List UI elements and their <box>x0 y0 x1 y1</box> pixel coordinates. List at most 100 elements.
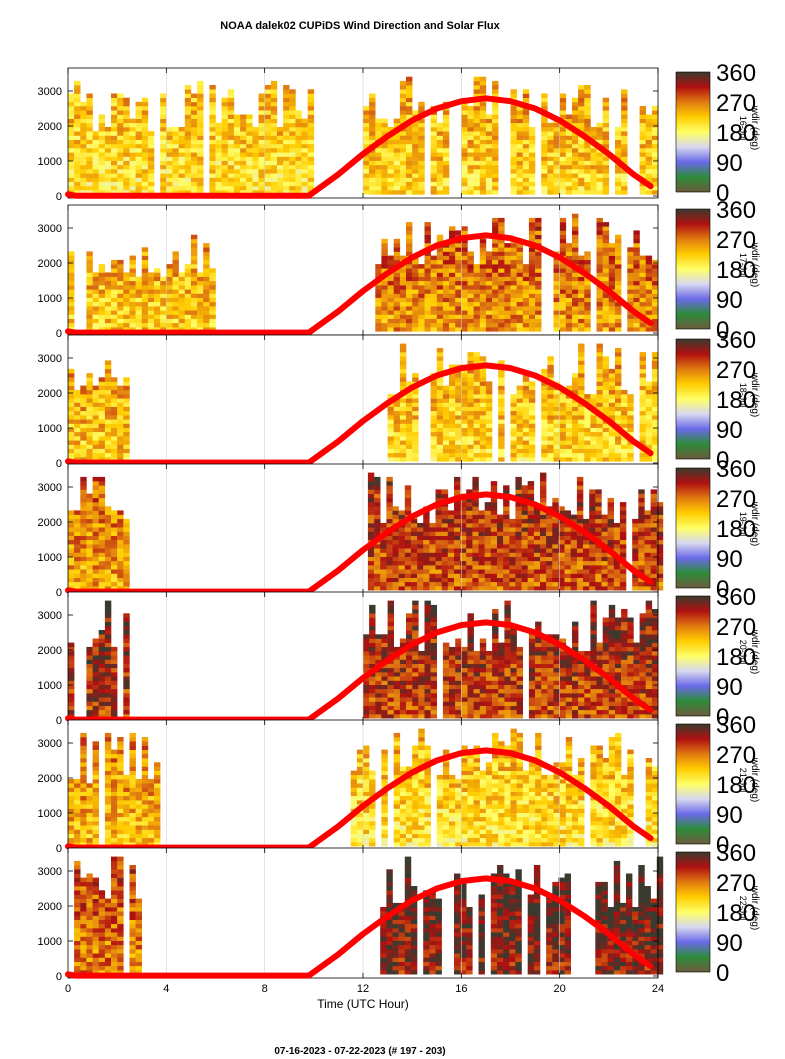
heatmap-cell <box>541 106 548 111</box>
heatmap-cell <box>295 169 302 174</box>
heatmap-cell <box>111 427 118 433</box>
heatmap-cell <box>412 293 419 298</box>
heatmap-cell <box>546 535 553 541</box>
heatmap-cell <box>479 185 487 191</box>
heatmap-cell <box>74 118 81 124</box>
heatmap-cell <box>380 539 387 545</box>
heatmap-cell <box>528 169 536 174</box>
heatmap-cell <box>190 264 198 269</box>
heatmap-cell <box>639 381 646 386</box>
heatmap-cell <box>104 314 112 319</box>
heatmap-cell <box>374 485 381 490</box>
heatmap-cell <box>535 318 542 324</box>
heatmap-cell <box>460 539 467 545</box>
heatmap-cell <box>289 97 296 103</box>
heatmap-cell <box>572 427 579 433</box>
heatmap-cell <box>547 410 554 416</box>
heatmap-cell <box>516 148 523 153</box>
heatmap-cell <box>215 177 222 182</box>
heatmap-cell <box>393 177 401 182</box>
heatmap-cell <box>528 255 536 261</box>
heatmap-cell <box>608 452 616 458</box>
heatmap-cell <box>521 539 528 545</box>
heatmap-cell <box>492 181 499 187</box>
heatmap-cell <box>369 122 376 128</box>
heatmap-cell <box>516 122 523 128</box>
heatmap-cell <box>404 527 412 532</box>
heatmap-cell <box>467 156 474 161</box>
heatmap-cell <box>504 285 511 290</box>
heatmap-cell <box>117 318 124 324</box>
heatmap-cell <box>111 410 118 416</box>
heatmap-cell <box>289 131 296 136</box>
heatmap-cell <box>104 173 112 178</box>
heatmap-cell <box>516 285 523 290</box>
heatmap-cell <box>209 131 216 136</box>
heatmap-cell <box>492 276 499 282</box>
heatmap-cell <box>547 160 554 166</box>
heatmap-cell <box>190 101 198 107</box>
heatmap-cell <box>565 173 573 178</box>
heatmap-cell <box>541 148 548 153</box>
heatmap-cell <box>572 293 579 298</box>
heatmap-cell <box>436 415 444 420</box>
heatmap-cell <box>602 243 610 248</box>
heatmap-cell <box>387 152 394 157</box>
heatmap-cell <box>86 318 93 324</box>
heatmap-cell <box>633 322 640 328</box>
heatmap-cell <box>522 452 530 458</box>
heatmap-cell <box>442 185 450 191</box>
heatmap-cell <box>460 548 467 553</box>
heatmap-cell <box>472 523 479 528</box>
heatmap-cell <box>447 586 455 591</box>
heatmap-cell <box>521 577 528 583</box>
heatmap-cell <box>584 297 591 303</box>
heatmap-cell <box>467 448 474 454</box>
heatmap-cell <box>651 276 659 282</box>
heatmap-cell <box>68 152 75 157</box>
heatmap-cell <box>578 373 585 378</box>
heatmap-cell <box>399 306 407 311</box>
heatmap-cell <box>515 535 522 541</box>
heatmap-cell <box>184 135 192 140</box>
heatmap-cell <box>423 514 430 520</box>
heatmap-cell <box>498 373 505 378</box>
heatmap-cell <box>406 230 413 235</box>
heatmap-cell <box>117 181 124 187</box>
heatmap-cell <box>367 560 375 566</box>
heatmap-cell <box>418 160 425 166</box>
heatmap-cell <box>559 457 567 462</box>
heatmap-cell <box>233 185 241 191</box>
heatmap-cell <box>141 247 149 252</box>
heatmap-cell <box>92 431 99 437</box>
heatmap-cell <box>547 122 554 128</box>
heatmap-cell <box>442 406 450 412</box>
heatmap-cell <box>393 152 401 157</box>
heatmap-cell <box>615 440 622 445</box>
heatmap-cell <box>509 544 516 549</box>
heatmap-cell <box>430 306 437 311</box>
heatmap-cell <box>510 190 517 195</box>
heatmap-cell <box>466 548 473 553</box>
heatmap-cell <box>472 581 479 587</box>
heatmap-cell <box>410 518 418 524</box>
heatmap-cell <box>559 131 567 136</box>
heatmap-cell <box>528 431 536 437</box>
heatmap-cell <box>436 122 444 128</box>
heatmap-cell <box>492 93 499 98</box>
heatmap-cell <box>497 548 504 553</box>
heatmap-cell <box>98 135 106 140</box>
heatmap-cell <box>578 181 585 187</box>
heatmap-cell <box>289 122 296 128</box>
solar-flux-line <box>65 232 654 336</box>
heatmap-cell <box>479 169 487 174</box>
heatmap-cell <box>466 586 473 591</box>
heatmap-cell <box>572 385 579 391</box>
heatmap-cell <box>68 181 75 187</box>
heatmap-cell <box>572 310 579 315</box>
heatmap-cell <box>86 131 93 136</box>
heatmap-cell <box>104 152 112 157</box>
heatmap-cell <box>68 276 75 282</box>
heatmap-cell <box>98 556 106 562</box>
heatmap-cell <box>553 164 560 170</box>
